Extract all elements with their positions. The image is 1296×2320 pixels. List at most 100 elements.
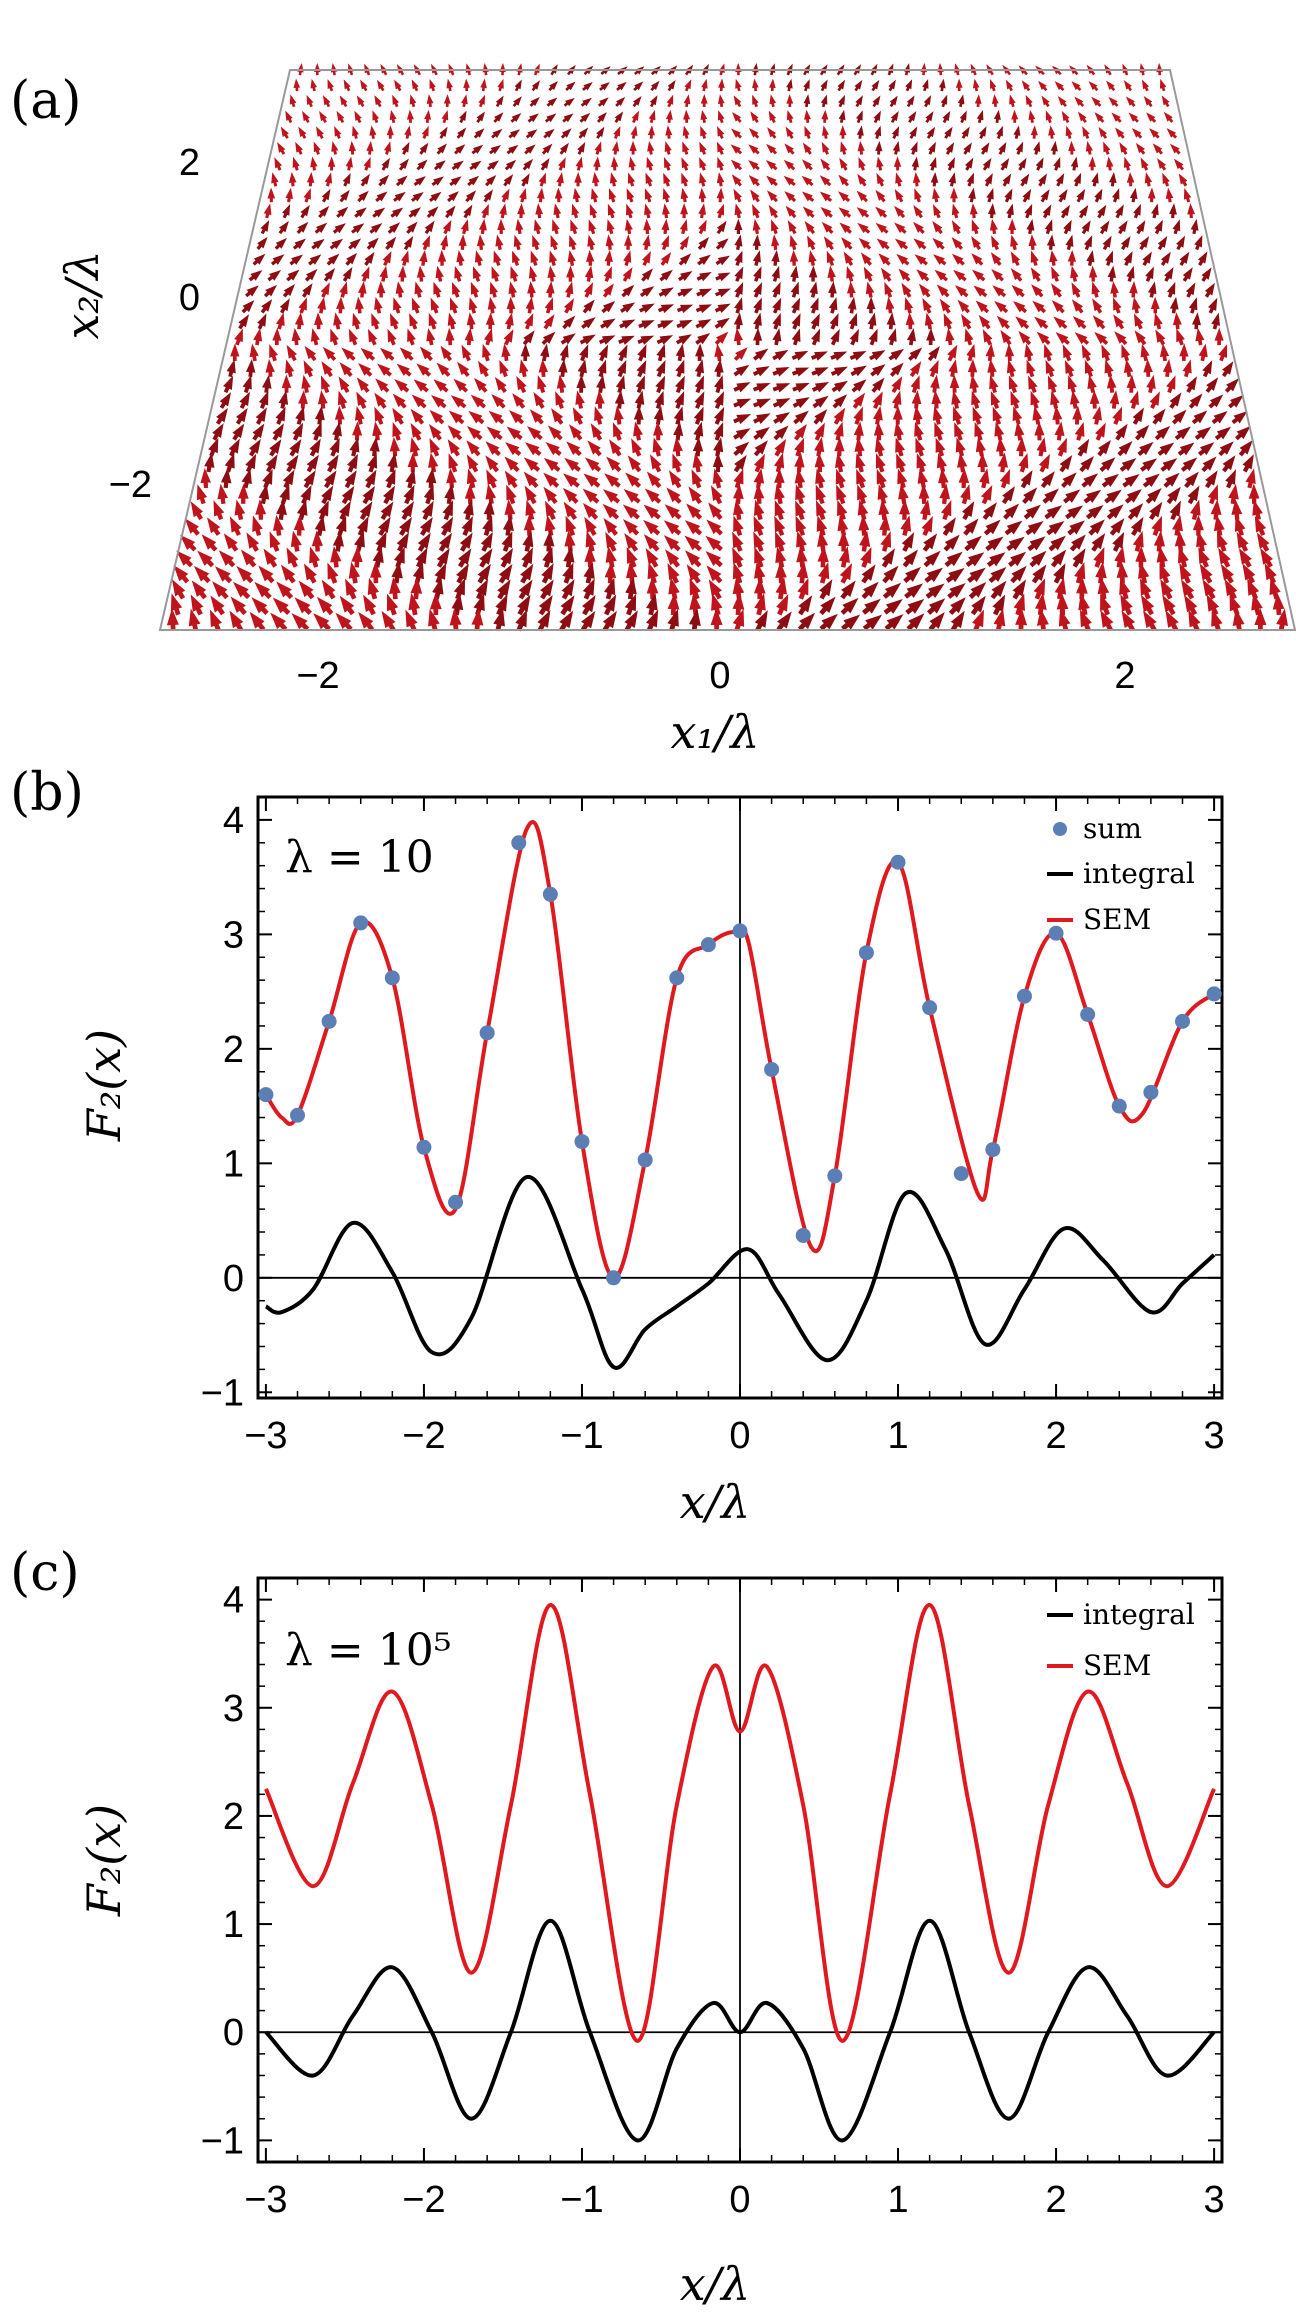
vector-arrow bbox=[263, 203, 272, 219]
vector-arrow bbox=[1165, 187, 1174, 203]
vector-arrow bbox=[1050, 390, 1060, 409]
vector-arrow bbox=[1157, 235, 1168, 251]
vector-arrow bbox=[374, 95, 382, 108]
vector-arrow bbox=[775, 577, 788, 600]
vector-arrow bbox=[646, 593, 658, 616]
vector-arrow bbox=[752, 218, 761, 235]
vector-arrow bbox=[663, 520, 682, 536]
vector-arrow bbox=[832, 394, 848, 409]
vector-arrow bbox=[1187, 203, 1196, 219]
vector-arrow bbox=[820, 94, 828, 108]
vector-arrow bbox=[753, 468, 765, 489]
vector-arrow bbox=[944, 551, 963, 568]
vector-arrow bbox=[633, 81, 644, 92]
vector-arrow bbox=[228, 438, 240, 457]
vector-arrow bbox=[692, 452, 703, 473]
vector-arrow bbox=[413, 176, 426, 187]
data-point-sum bbox=[1174, 1013, 1190, 1029]
vector-arrow bbox=[1093, 546, 1105, 568]
vector-arrow bbox=[575, 390, 585, 409]
vector-arrow bbox=[820, 207, 833, 218]
vector-arrow bbox=[734, 250, 743, 267]
vector-arrow bbox=[1087, 374, 1097, 394]
vector-arrow bbox=[807, 235, 816, 251]
vector-arrow bbox=[688, 608, 701, 632]
vector-arrow bbox=[775, 531, 786, 552]
vector-arrow bbox=[512, 393, 526, 409]
x-tick-label: 2 bbox=[1045, 1415, 1066, 1457]
vector-arrow bbox=[240, 549, 257, 568]
vector-arrow bbox=[223, 533, 239, 552]
vector-arrow bbox=[753, 327, 763, 346]
vector-arrow bbox=[1163, 111, 1174, 123]
vector-arrow bbox=[371, 312, 380, 330]
vector-arrow bbox=[734, 218, 743, 234]
vector-arrow bbox=[990, 252, 1002, 266]
vector-arrow bbox=[451, 592, 464, 616]
vector-arrow bbox=[308, 254, 322, 266]
vector-arrow bbox=[948, 172, 956, 187]
vector-arrow bbox=[170, 593, 183, 616]
vector-arrow bbox=[476, 111, 486, 123]
series-line-integral bbox=[264, 1175, 1216, 1370]
vector-arrow bbox=[927, 345, 940, 362]
vector-arrow bbox=[1120, 594, 1133, 616]
vector-arrow bbox=[773, 412, 791, 424]
vector-arrow bbox=[541, 331, 556, 346]
vector-arrow bbox=[1134, 330, 1147, 346]
vector-arrow bbox=[914, 421, 924, 441]
vector-arrow bbox=[544, 500, 557, 521]
vector-arrow bbox=[820, 158, 831, 171]
vector-arrow bbox=[986, 188, 994, 203]
vector-arrow bbox=[1074, 421, 1085, 441]
vector-arrow bbox=[784, 143, 795, 155]
vector-arrow bbox=[569, 424, 583, 441]
vector-arrow bbox=[713, 406, 725, 425]
vector-arrow bbox=[235, 407, 248, 425]
vector-arrow bbox=[1218, 441, 1234, 457]
vector-arrow bbox=[754, 561, 766, 584]
vector-arrow bbox=[982, 157, 992, 171]
vector-arrow bbox=[335, 515, 347, 537]
vector-arrow bbox=[839, 125, 847, 139]
vector-arrow bbox=[753, 282, 763, 298]
vector-arrow bbox=[525, 442, 542, 456]
vector-arrow bbox=[1228, 483, 1239, 505]
vector-arrow bbox=[550, 234, 559, 251]
vector-arrow bbox=[675, 359, 685, 378]
vector-arrow bbox=[647, 125, 655, 139]
vector-arrow bbox=[1056, 592, 1069, 616]
vector-arrow bbox=[506, 484, 517, 505]
vector-arrow bbox=[987, 359, 997, 378]
vector-arrow bbox=[330, 545, 342, 568]
vector-arrow bbox=[608, 188, 617, 203]
vector-arrow bbox=[524, 144, 536, 155]
vector-arrow bbox=[1120, 235, 1131, 251]
vector-arrow bbox=[679, 235, 690, 251]
vector-arrow bbox=[1028, 234, 1037, 250]
vector-arrow bbox=[643, 534, 660, 552]
vector-arrow bbox=[521, 547, 533, 568]
vector-arrow bbox=[1179, 563, 1192, 584]
vector-arrow bbox=[1088, 265, 1098, 282]
vector-arrow bbox=[902, 549, 919, 568]
vector-arrow bbox=[459, 110, 467, 124]
vector-arrow bbox=[926, 126, 936, 139]
vector-arrow bbox=[857, 499, 869, 521]
vector-arrow bbox=[303, 563, 317, 584]
vector-arrow bbox=[596, 112, 607, 123]
vector-arrow bbox=[176, 550, 194, 568]
vector-arrow bbox=[1077, 438, 1090, 457]
vector-arrow bbox=[622, 267, 633, 282]
vector-arrow bbox=[1177, 442, 1195, 456]
vector-arrow bbox=[945, 142, 955, 155]
vector-arrow bbox=[333, 312, 343, 330]
vector-arrow bbox=[242, 375, 252, 394]
vector-arrow bbox=[943, 313, 953, 330]
vector-arrow bbox=[605, 546, 617, 568]
vector-arrow bbox=[962, 501, 975, 521]
vector-arrow bbox=[1112, 297, 1122, 314]
vector-arrow bbox=[866, 296, 876, 314]
vector-arrow bbox=[311, 530, 324, 552]
vector-arrow bbox=[488, 410, 505, 425]
